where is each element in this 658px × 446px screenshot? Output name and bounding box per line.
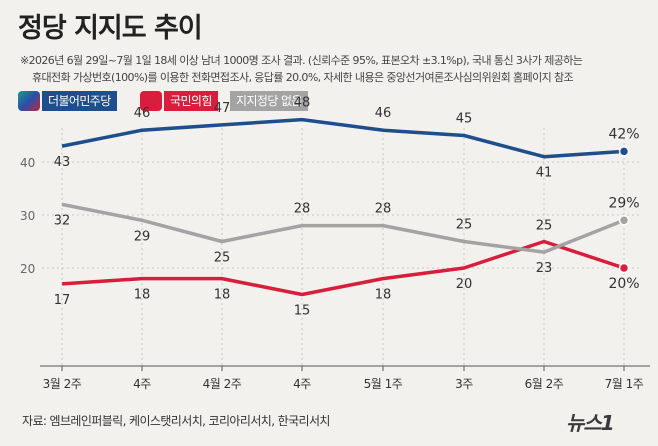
data-label-ppp: 20 <box>456 277 473 292</box>
data-label-democratic: 46 <box>134 106 151 121</box>
x-tick-label: 4주 <box>133 377 151 391</box>
data-source: 자료: 엠브레인퍼블릭, 케이스탯리서치, 코리아리서치, 한국리서치 <box>22 414 330 428</box>
legend-item-ppp: 국민의힘 <box>140 90 218 112</box>
y-tick-label: 40 <box>20 156 35 170</box>
y-tick-label: 20 <box>20 262 35 276</box>
data-label-ppp: 18 <box>134 288 151 303</box>
legend-label-ppp: 국민의힘 <box>164 91 218 111</box>
series-end-point-ppp <box>618 262 630 274</box>
y-tick-label: 30 <box>20 209 35 223</box>
legend-item-democratic: 더불어민주당 <box>18 90 117 112</box>
data-label-democratic: 46 <box>375 106 392 121</box>
legend-label-none: 지지정당 없음 <box>230 91 308 111</box>
data-label-ppp: 18 <box>214 288 231 303</box>
series-line-ppp <box>61 239 625 297</box>
data-label-democratic: 47 <box>214 101 231 116</box>
series-end-point-none <box>618 215 630 226</box>
legend-item-none: 지지정당 없음 <box>230 90 308 112</box>
data-label-ppp: 20% <box>608 276 639 292</box>
data-label-none: 28 <box>375 202 392 217</box>
data-label-none: 32 <box>54 213 71 228</box>
x-tick-label: 4주 <box>293 377 311 391</box>
x-tick-label: 4월 2주 <box>203 377 242 391</box>
data-label-democratic: 45 <box>456 112 473 127</box>
data-label-none: 29% <box>608 195 639 211</box>
data-label-democratic: 42% <box>608 126 639 142</box>
survey-note-line-2: 휴대전화 가상번호(100%)를 이용한 전화면접조사, 응답률 20.0%, … <box>32 71 574 84</box>
data-label-none: 28 <box>294 202 311 217</box>
data-label-ppp: 17 <box>54 293 71 308</box>
x-tick-label: 3월 2주 <box>43 377 82 391</box>
survey-note-line-1: ※2026년 6월 29일~7월 1일 18세 이상 남녀 1000명 조사 결… <box>20 54 583 67</box>
democratic-party-icon <box>18 91 40 111</box>
ppp-party-icon <box>140 91 162 111</box>
data-label-democratic: 48 <box>294 96 311 111</box>
data-label-ppp: 18 <box>375 288 392 303</box>
data-label-ppp: 15 <box>294 304 311 319</box>
series-line-democratic <box>61 117 625 159</box>
data-label-none: 25 <box>214 251 231 266</box>
series-end-point-democratic <box>618 146 630 157</box>
data-label-none: 23 <box>536 261 553 276</box>
data-label-democratic: 43 <box>54 155 71 170</box>
series-line-none <box>61 202 625 254</box>
data-label-none: 29 <box>134 229 151 244</box>
x-tick-label: 6월 2주 <box>525 377 564 391</box>
x-tick-label: 3주 <box>455 377 473 391</box>
data-label-democratic: 41 <box>536 166 553 181</box>
data-label-none: 25 <box>456 218 473 233</box>
logo-text: 뉴스1 <box>566 411 615 435</box>
legend-label-democratic: 더불어민주당 <box>42 91 117 111</box>
page-title: 정당 지지도 추이 <box>18 13 203 44</box>
x-tick-label: 5월 1주 <box>364 377 403 391</box>
x-tick-label: 7월 1주 <box>605 377 644 391</box>
data-label-ppp: 25 <box>536 219 553 234</box>
